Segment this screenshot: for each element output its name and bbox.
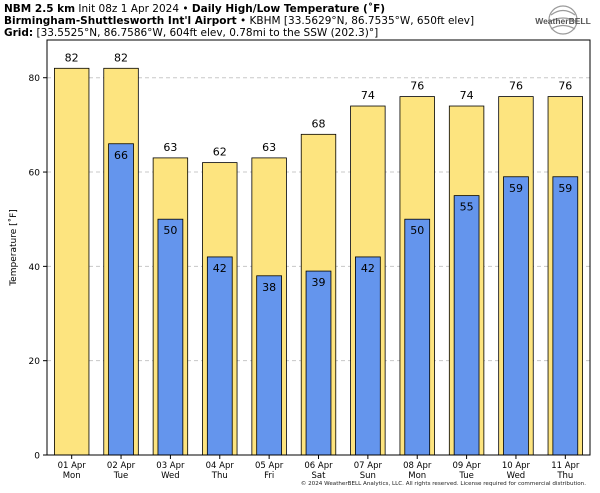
x-tick-label: 05 Apr Fri — [255, 461, 284, 481]
high-temp-label: 76 — [509, 80, 523, 93]
title-separator: • — [182, 3, 189, 15]
x-tick-label: 08 Apr Mon — [403, 461, 432, 481]
y-tick-label: 20 — [29, 357, 41, 367]
x-tick-label: 01 Apr Mon — [58, 461, 87, 481]
low-temp-bar — [404, 218, 431, 456]
init-time: Init 08z 1 Apr 2024 — [78, 3, 179, 15]
low-temp-bar — [305, 270, 332, 456]
low-temp-label: 66 — [114, 149, 128, 162]
high-temp-label: 63 — [163, 141, 177, 154]
station-line: Birmingham-Shuttlesworth Int'l Airport •… — [4, 15, 474, 27]
low-temp-bar — [157, 218, 184, 456]
high-temp-label: 63 — [262, 141, 276, 154]
chart-title-line: NBM 2.5 km Init 08z 1 Apr 2024 • Daily H… — [4, 3, 385, 15]
low-temp-label: 50 — [163, 224, 177, 237]
high-temp-label: 62 — [213, 146, 227, 159]
high-temp-label: 82 — [65, 51, 79, 64]
x-tick-label: 02 Apr Tue — [107, 461, 136, 481]
high-temp-label: 76 — [558, 80, 572, 93]
high-temp-label: 68 — [312, 117, 326, 130]
high-temp-label: 76 — [410, 80, 424, 93]
y-tick-label: 60 — [29, 169, 41, 179]
low-temp-label: 42 — [213, 262, 227, 275]
low-temp-bar — [206, 256, 233, 456]
x-tick-label: 11 Apr Thu — [551, 461, 580, 481]
high-temp-bar — [54, 67, 90, 456]
plot-frame — [46, 39, 591, 456]
x-tick-label: 09 Apr Tue — [452, 461, 481, 481]
low-temp-bar — [355, 256, 381, 456]
high-temp-label: 82 — [114, 51, 128, 64]
model-name: NBM 2.5 km — [4, 3, 76, 15]
y-tick-label: 40 — [29, 263, 41, 273]
grid-line: Grid: [33.5525°N, 86.7586°W, 604ft elev,… — [4, 27, 378, 39]
low-temp-bar — [453, 195, 480, 456]
station-info: KBHM [33.5629°N, 86.7535°W, 650ft elev] — [249, 15, 475, 27]
x-tick-label: 03 Apr Wed — [156, 461, 185, 481]
logo-text: WeatherBELL — [535, 16, 591, 26]
x-tick-label: 06 Apr Sat — [304, 461, 333, 481]
low-temp-bar — [552, 176, 579, 456]
high-temp-label: 74 — [460, 89, 474, 102]
station-name: Birmingham-Shuttlesworth Int'l Airport — [4, 15, 237, 27]
chart-title: Daily High/Low Temperature (˚F) — [191, 3, 386, 15]
low-temp-label: 38 — [262, 281, 276, 294]
station-separator: • — [239, 15, 247, 27]
weatherbell-logo: WeatherBELL — [535, 5, 591, 35]
y-axis-label: Temperature [˚F] — [8, 209, 19, 287]
x-tick-label: 10 Apr Wed — [502, 461, 531, 481]
copyright-footer: © 2024 WeatherBELL Analytics, LLC. All r… — [300, 481, 586, 487]
low-temp-label: 59 — [558, 182, 572, 195]
low-temp-bar — [108, 143, 134, 456]
y-tick-label: 80 — [29, 74, 41, 84]
low-temp-label: 55 — [460, 201, 474, 214]
high-temp-label: 74 — [361, 89, 375, 102]
grid-info: [33.5525°N, 86.7586°W, 604ft elev, 0.78m… — [36, 27, 379, 39]
low-temp-label: 39 — [312, 276, 326, 289]
low-temp-label: 59 — [509, 182, 523, 195]
low-temp-bar — [503, 176, 529, 456]
x-tick-label: 07 Apr Sun — [354, 461, 383, 481]
grid-label: Grid: — [4, 27, 34, 39]
x-tick-label: 04 Apr Thu — [206, 461, 235, 481]
low-temp-bar — [256, 275, 282, 456]
y-tick-label: 0 — [34, 452, 40, 462]
low-temp-label: 42 — [361, 262, 375, 275]
low-temp-label: 50 — [410, 224, 424, 237]
